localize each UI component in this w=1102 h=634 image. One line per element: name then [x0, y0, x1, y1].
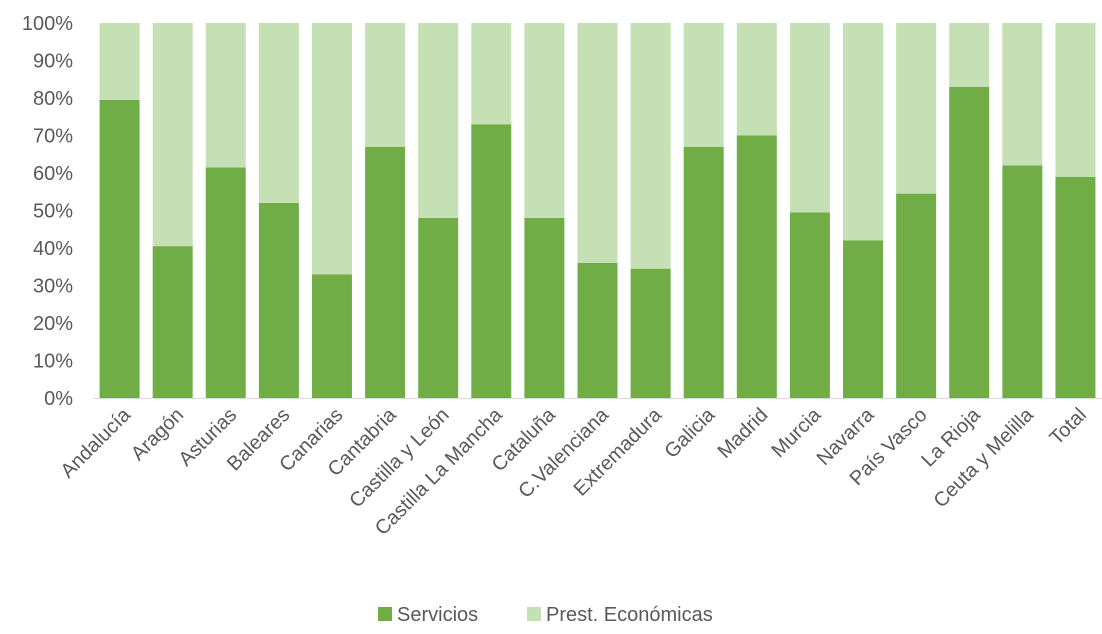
y-axis-tick-labels: 0% 10% 20% 30% 40% 50% 60% 70% 80% 90% 100%	[22, 13, 73, 410]
bar-segment-prest-economicas	[418, 23, 459, 218]
y-tick-label: 90%	[33, 51, 73, 73]
bar-segment-prest-economicas	[736, 23, 777, 136]
bar-segment-servicios	[1055, 176, 1096, 398]
bar-segment-servicios	[630, 268, 671, 399]
y-tick-label: 80%	[33, 88, 73, 110]
bar-segment-servicios	[683, 146, 724, 398]
bar-segment-prest-economicas	[843, 23, 884, 241]
bar-segment-servicios	[896, 193, 937, 398]
bar-segment-prest-economicas	[152, 23, 193, 247]
y-tick-label: 0%	[44, 388, 73, 410]
bar-segment-prest-economicas	[471, 23, 512, 125]
bar-segment-prest-economicas	[205, 23, 246, 168]
bar-series-group	[99, 23, 1096, 399]
bar-segment-prest-economicas	[258, 23, 299, 203]
bar-segment-servicios	[736, 135, 777, 398]
y-tick-label: 30%	[33, 276, 73, 298]
x-tick-label: Total	[1046, 404, 1091, 449]
bar-segment-prest-economicas	[311, 23, 352, 275]
bar-segment-servicios	[365, 146, 406, 398]
bar-segment-prest-economicas	[524, 23, 565, 218]
bar-segment-prest-economicas	[789, 23, 830, 213]
bar-segment-prest-economicas	[683, 23, 724, 147]
bar-segment-prest-economicas	[896, 23, 937, 194]
bar-segment-prest-economicas	[1002, 23, 1043, 166]
bar-segment-servicios	[577, 263, 618, 398]
bar-segment-prest-economicas	[1055, 23, 1096, 177]
x-axis-tick-labels: AndalucíaAragónAsturiasBalearesCanariasC…	[57, 403, 1091, 539]
x-tick-label: Andalucía	[57, 403, 136, 482]
bar-segment-prest-economicas	[99, 23, 140, 100]
bar-segment-servicios	[311, 274, 352, 398]
bar-segment-servicios	[1002, 165, 1043, 398]
bar-segment-prest-economicas	[577, 23, 618, 263]
bar-segment-servicios	[258, 203, 299, 398]
y-tick-label: 60%	[33, 163, 73, 185]
legend-swatch	[378, 607, 392, 621]
y-tick-label: 100%	[22, 13, 73, 35]
x-tick-label: Galicia	[660, 403, 719, 462]
y-tick-label: 20%	[33, 313, 73, 335]
y-tick-label: 70%	[33, 126, 73, 148]
bar-segment-servicios	[789, 212, 830, 399]
bar-segment-servicios	[99, 99, 140, 399]
x-tick-label: Madrid	[714, 404, 773, 463]
bar-segment-servicios	[843, 240, 884, 398]
bar-segment-servicios	[152, 246, 193, 399]
bar-segment-servicios	[205, 167, 246, 399]
legend: Servicios Prest. Económicas	[378, 604, 713, 626]
bar-segment-servicios	[524, 218, 565, 398]
bar-segment-prest-economicas	[949, 23, 990, 87]
y-tick-label: 10%	[33, 351, 73, 373]
bar-segment-servicios	[471, 124, 512, 398]
bar-segment-servicios	[949, 86, 990, 398]
y-tick-label: 40%	[33, 238, 73, 260]
bar-segment-servicios	[418, 218, 459, 398]
legend-swatch	[527, 607, 541, 621]
bar-segment-prest-economicas	[630, 23, 671, 269]
y-tick-label: 50%	[33, 201, 73, 223]
legend-label: Servicios	[397, 604, 478, 626]
legend-label: Prest. Económicas	[546, 604, 713, 626]
bar-segment-prest-economicas	[365, 23, 406, 147]
